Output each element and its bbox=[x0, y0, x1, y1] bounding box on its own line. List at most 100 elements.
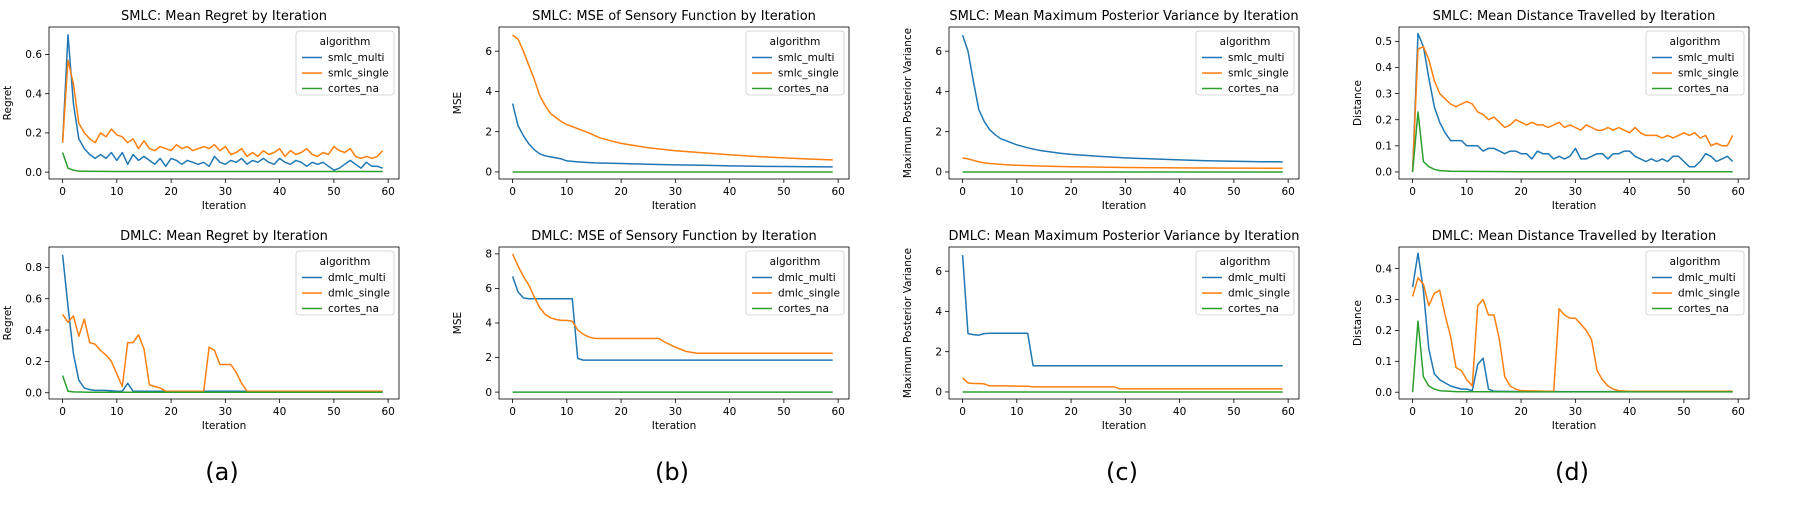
series-line-cortes_na bbox=[1411, 111, 1733, 173]
x-tick-label: 40 bbox=[1173, 186, 1186, 198]
x-axis-label: Iteration bbox=[652, 420, 697, 432]
x-tick-label: 30 bbox=[1569, 406, 1582, 418]
x-tick-label: 60 bbox=[831, 406, 844, 418]
legend-label-dmlc_multi: dmlc_multi bbox=[778, 272, 836, 284]
series-line-cortes_na bbox=[61, 152, 383, 173]
x-tick-label: 40 bbox=[723, 406, 736, 418]
series-line-smlc_multi bbox=[1411, 32, 1734, 172]
x-tick-label: 10 bbox=[1010, 186, 1023, 198]
x-tick-label: 50 bbox=[777, 406, 790, 418]
legend-label-cortes_na: cortes_na bbox=[778, 303, 829, 315]
y-tick-label: 0.5 bbox=[1375, 36, 1392, 48]
y-tick-label: 0.4 bbox=[1375, 263, 1392, 275]
x-tick-label: 60 bbox=[1281, 186, 1294, 198]
x-tick-label: 50 bbox=[1677, 406, 1690, 418]
series-line-smlc_multi bbox=[61, 34, 383, 171]
chart-title: DMLC: Mean Maximum Posterior Variance by… bbox=[949, 229, 1300, 244]
x-tick-label: 20 bbox=[164, 186, 177, 198]
y-tick-label: 0.4 bbox=[1375, 62, 1392, 74]
plot-frame bbox=[498, 26, 850, 180]
chart-title: DMLC: Mean Regret by Iteration bbox=[120, 229, 328, 244]
x-tick-label: 0 bbox=[59, 406, 66, 418]
series-line-smlc_single bbox=[1411, 45, 1734, 172]
panel-label: (c) bbox=[1106, 458, 1138, 486]
legend-box bbox=[745, 250, 845, 316]
legend: algorithm dmlc_multi dmlc_single cortes_na bbox=[745, 250, 845, 316]
series-line-dmlc_multi bbox=[511, 276, 833, 361]
series-line-smlc_single bbox=[61, 59, 384, 160]
series-line-dmlc_single bbox=[61, 313, 383, 392]
legend-box bbox=[745, 30, 845, 96]
legend: algorithm smlc_multi smlc_single cortes_na bbox=[1195, 30, 1295, 96]
legend-label-smlc_single: smlc_single bbox=[778, 68, 839, 80]
y-tick-label: 8 bbox=[485, 249, 492, 261]
x-tick-label: 60 bbox=[831, 186, 844, 198]
plot-frame bbox=[48, 246, 400, 400]
x-axis-label: Iteration bbox=[202, 200, 247, 212]
legend-label-dmlc_multi: dmlc_multi bbox=[1678, 272, 1736, 284]
y-tick-label: 0.1 bbox=[1375, 141, 1392, 153]
legend-label-cortes_na: cortes_na bbox=[778, 83, 829, 95]
y-tick-label: 0.0 bbox=[25, 167, 42, 179]
x-tick-label: 60 bbox=[1731, 406, 1744, 418]
x-tick-label: 20 bbox=[614, 406, 627, 418]
chart-panel-2: SMLC: MSE of Sensory Function by Iterati… bbox=[452, 9, 850, 212]
y-tick-label: 6 bbox=[935, 266, 942, 278]
x-tick-label: 50 bbox=[327, 186, 340, 198]
legend-label-smlc_single: smlc_single bbox=[1228, 68, 1289, 80]
plot-frame bbox=[48, 26, 400, 180]
x-tick-label: 40 bbox=[273, 186, 286, 198]
y-axis-label: Regret bbox=[2, 306, 14, 341]
chart-title: SMLC: Mean Regret by Iteration bbox=[121, 9, 327, 24]
legend-box bbox=[1195, 30, 1295, 96]
chart-title: SMLC: MSE of Sensory Function by Iterati… bbox=[532, 9, 816, 24]
chart-panel-7: DMLC: Mean Maximum Posterior Variance by… bbox=[902, 229, 1299, 432]
legend-title: algorithm bbox=[770, 256, 821, 268]
legend-label-smlc_multi: smlc_multi bbox=[328, 52, 384, 64]
legend-label-dmlc_single: dmlc_single bbox=[1228, 288, 1290, 300]
panel-label: (b) bbox=[655, 458, 689, 486]
legend: algorithm dmlc_multi dmlc_single cortes_na bbox=[1195, 250, 1295, 316]
chart-title: DMLC: MSE of Sensory Function by Iterati… bbox=[531, 229, 817, 244]
x-tick-label: 30 bbox=[1569, 186, 1582, 198]
panel-label: (d) bbox=[1555, 458, 1589, 486]
y-tick-label: 6 bbox=[935, 46, 942, 58]
x-tick-label: 20 bbox=[1064, 186, 1077, 198]
legend-label-dmlc_single: dmlc_single bbox=[1678, 288, 1740, 300]
y-tick-label: 0.3 bbox=[1375, 88, 1392, 100]
x-axis-label: Iteration bbox=[1552, 420, 1597, 432]
y-tick-label: 2 bbox=[485, 126, 492, 138]
x-tick-label: 10 bbox=[110, 186, 123, 198]
x-tick-label: 10 bbox=[560, 186, 573, 198]
legend: algorithm smlc_multi smlc_single cortes_na bbox=[295, 30, 395, 96]
chart-panel-8: DMLC: Mean Distance Travelled by Iterati… bbox=[1352, 229, 1750, 432]
legend: algorithm smlc_multi smlc_single cortes_na bbox=[1645, 30, 1745, 96]
legend-label-cortes_na: cortes_na bbox=[1678, 83, 1729, 95]
series-line-dmlc_multi bbox=[61, 254, 383, 392]
y-tick-label: 0.2 bbox=[1375, 114, 1392, 126]
x-tick-label: 20 bbox=[1064, 406, 1077, 418]
legend-title: algorithm bbox=[320, 36, 371, 48]
y-tick-label: 0 bbox=[935, 167, 942, 179]
x-tick-label: 30 bbox=[669, 406, 682, 418]
legend: algorithm dmlc_multi dmlc_single cortes_na bbox=[1645, 250, 1745, 316]
legend-label-smlc_single: smlc_single bbox=[328, 68, 389, 80]
legend-label-cortes_na: cortes_na bbox=[328, 83, 379, 95]
y-axis-label: Distance bbox=[1352, 80, 1364, 126]
chart-panel-5: DMLC: Mean Regret by Iteration 0 10 20 30 40 5… bbox=[2, 229, 400, 432]
y-axis-label: Maximum Posterior Variance bbox=[902, 28, 914, 178]
x-tick-label: 10 bbox=[1460, 186, 1473, 198]
legend-label-cortes_na: cortes_na bbox=[328, 303, 379, 315]
y-tick-label: 6 bbox=[485, 283, 492, 295]
y-tick-label: 0 bbox=[485, 167, 492, 179]
series-line-smlc_single bbox=[962, 157, 1283, 170]
x-tick-label: 60 bbox=[381, 406, 394, 418]
x-tick-label: 40 bbox=[1623, 406, 1636, 418]
legend-label-cortes_na: cortes_na bbox=[1228, 83, 1279, 95]
x-tick-label: 40 bbox=[1173, 406, 1186, 418]
legend-label-dmlc_multi: dmlc_multi bbox=[328, 272, 386, 284]
y-tick-label: 0 bbox=[935, 387, 942, 399]
series-line-dmlc_single bbox=[1411, 277, 1733, 393]
x-axis-label: Iteration bbox=[652, 200, 697, 212]
